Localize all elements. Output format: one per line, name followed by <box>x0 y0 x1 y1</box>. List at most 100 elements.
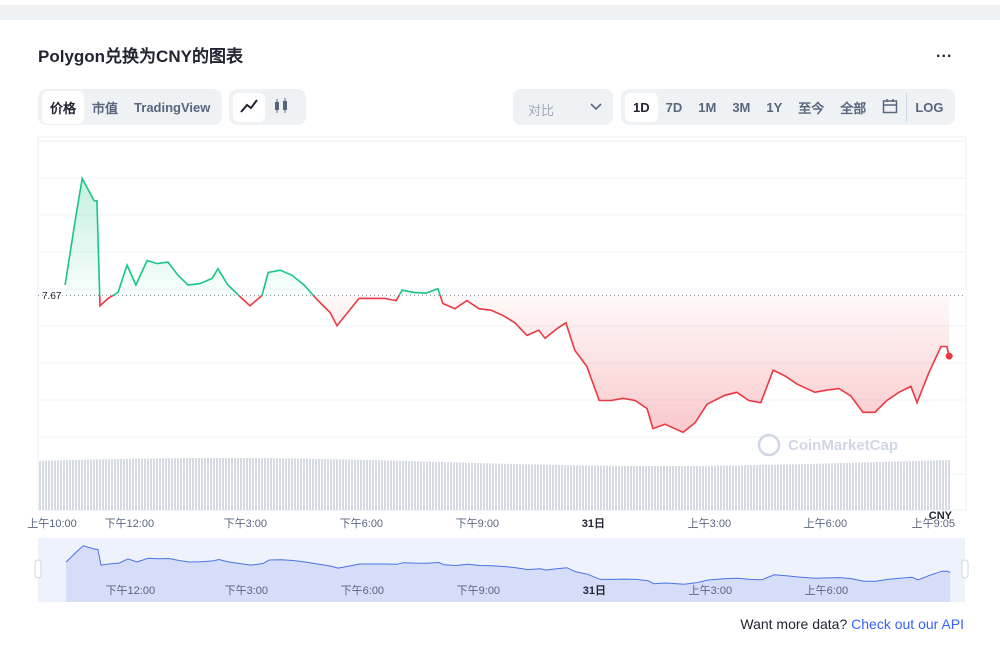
volume-texture <box>564 465 566 510</box>
volume-texture <box>645 465 647 510</box>
range-button[interactable]: 1Y <box>766 99 783 115</box>
volume-texture <box>246 458 248 510</box>
volume-texture <box>798 464 800 510</box>
tab[interactable]: 价格 <box>42 90 85 124</box>
volume-texture <box>720 465 722 510</box>
range-button[interactable]: 至今 <box>798 100 825 116</box>
volume-texture <box>321 458 323 510</box>
volume-texture <box>435 461 437 510</box>
volume-texture <box>312 458 314 510</box>
volume-texture <box>576 465 578 510</box>
volume-texture <box>213 458 215 510</box>
volume-texture <box>453 462 455 510</box>
volume-texture <box>687 465 689 510</box>
volume-texture <box>84 459 86 510</box>
more-menu[interactable]: ... <box>936 44 953 61</box>
volume-texture <box>462 462 464 510</box>
volume-texture <box>510 463 512 510</box>
volume-texture <box>75 459 77 510</box>
log-button[interactable]: LOG <box>906 92 951 122</box>
volume-texture <box>486 463 488 510</box>
volume-texture <box>630 465 632 510</box>
volume-texture <box>261 458 263 510</box>
volume-texture <box>444 462 446 510</box>
volume-texture <box>243 458 245 510</box>
volume-texture <box>414 461 416 510</box>
volume-texture <box>390 460 392 510</box>
x-tick-label: 上午6:00 <box>804 517 847 530</box>
watermark-logo <box>757 433 781 457</box>
volume-texture <box>468 462 470 510</box>
volume-texture <box>144 458 146 510</box>
volume-texture <box>267 458 269 510</box>
volume-texture <box>780 464 782 510</box>
volume-texture <box>915 461 917 510</box>
volume-texture <box>912 461 914 510</box>
line-button[interactable] <box>233 92 265 122</box>
volume-texture <box>123 458 125 510</box>
volume-texture <box>114 459 116 510</box>
volume-texture <box>705 465 707 510</box>
range-button[interactable]: 3M <box>732 99 751 115</box>
range-button[interactable]: 7D <box>665 99 683 115</box>
volume-texture <box>939 460 941 510</box>
volume-texture <box>408 461 410 510</box>
navigator-tick-label: 31日 <box>583 584 606 597</box>
volume-texture <box>426 461 428 510</box>
volume-texture <box>528 464 530 510</box>
range-button[interactable]: 1D <box>625 92 658 122</box>
volume-texture <box>696 465 698 510</box>
volume-texture <box>837 463 839 510</box>
range-button[interactable]: 1M <box>698 99 717 115</box>
volume-texture <box>45 460 47 510</box>
volume-texture <box>69 460 71 510</box>
volume-texture <box>804 464 806 510</box>
volume-texture <box>855 462 857 510</box>
compare-select[interactable]: 对比 <box>513 89 613 125</box>
volume-texture <box>786 464 788 510</box>
volume-texture <box>600 465 602 510</box>
volume-texture <box>753 465 755 510</box>
volume-texture <box>537 464 539 510</box>
volume-texture <box>618 465 620 510</box>
volume-texture <box>429 461 431 510</box>
volume-texture <box>270 458 272 510</box>
volume-texture <box>423 461 425 510</box>
top-strip <box>0 5 1000 20</box>
price-area <box>65 178 950 433</box>
volume-texture <box>201 458 203 510</box>
range-button[interactable]: 全部 <box>840 100 867 116</box>
tab[interactable]: 市值 <box>92 100 119 116</box>
volume-texture <box>96 459 98 510</box>
volume-texture <box>282 458 284 510</box>
candle-button[interactable] <box>265 93 297 122</box>
volume-texture <box>135 458 137 510</box>
volume-texture <box>360 459 362 510</box>
volume-texture <box>219 458 221 510</box>
volume-texture <box>879 462 881 510</box>
volume-texture <box>393 460 395 510</box>
volume-texture <box>345 459 347 510</box>
volume-texture <box>417 461 419 510</box>
chart-title: Polygon兑换为CNY的图表 <box>38 47 243 66</box>
volume-texture <box>606 465 608 510</box>
volume-texture <box>870 462 872 510</box>
volume-texture <box>57 460 59 510</box>
api-link[interactable]: Check out our API <box>851 616 964 632</box>
x-tick-label: 下午6:00 <box>340 517 383 530</box>
calendar-button[interactable] <box>874 91 906 124</box>
volume-texture <box>384 460 386 510</box>
volume-texture <box>579 465 581 510</box>
volume-texture <box>258 458 260 510</box>
volume-texture <box>702 465 704 510</box>
x-tick-label: 上午10:00 <box>27 517 77 530</box>
volume-texture <box>126 458 128 510</box>
volume-texture <box>375 460 377 510</box>
volume-texture <box>351 459 353 510</box>
volume-texture <box>948 460 950 510</box>
volume-texture <box>594 465 596 510</box>
volume-texture <box>741 465 743 510</box>
tab[interactable]: TradingView <box>134 99 211 115</box>
volume-texture <box>309 458 311 510</box>
